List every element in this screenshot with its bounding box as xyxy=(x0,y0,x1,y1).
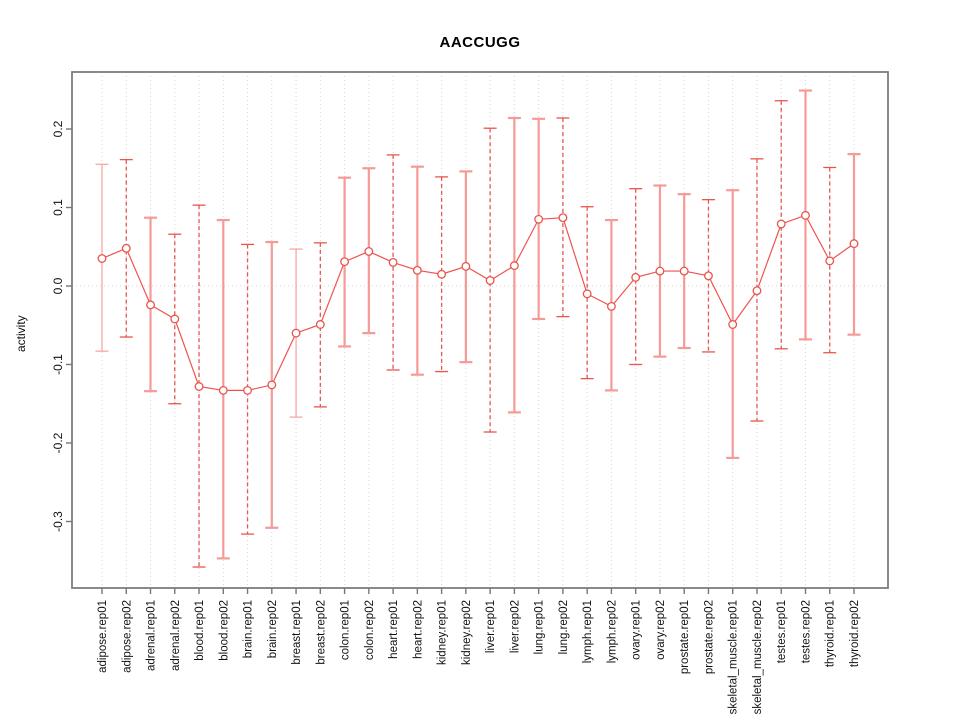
data-point-marker xyxy=(752,286,762,296)
x-tick-label: skeletal_muscle.rep01 xyxy=(728,600,740,714)
x-tick-label: heart.rep02 xyxy=(412,600,424,659)
x-tick-label: prostate.rep02 xyxy=(703,600,715,674)
data-point-marker xyxy=(534,214,544,224)
data-point-marker xyxy=(704,271,713,281)
x-tick-label: lymph.rep02 xyxy=(606,600,618,663)
data-point-marker xyxy=(267,380,277,390)
y-tick-label: -0.1 xyxy=(51,354,65,375)
data-point-marker xyxy=(121,243,131,253)
data-point-marker xyxy=(558,213,568,223)
x-tick-label: heart.rep01 xyxy=(388,600,400,659)
x-tick-label: adipose.rep02 xyxy=(121,600,133,673)
x-tick-label: blood.rep02 xyxy=(218,600,230,661)
data-point-marker xyxy=(412,265,422,275)
x-tick-label: adrenal.rep02 xyxy=(170,600,182,671)
x-tick-label: thyroid.rep01 xyxy=(825,600,837,667)
data-point-marker xyxy=(655,266,665,276)
y-tick-label: 0.2 xyxy=(51,120,65,137)
x-tick-label: brain.rep01 xyxy=(243,600,255,658)
data-point-marker xyxy=(315,320,325,329)
x-tick-label: thyroid.rep02 xyxy=(849,600,861,667)
y-tick-label: 0.1 xyxy=(51,199,65,216)
chart-title: AACCUGG xyxy=(439,34,521,51)
x-tick-label: adipose.rep01 xyxy=(97,600,109,673)
x-tick-label: breast.rep02 xyxy=(315,600,327,665)
data-point-marker xyxy=(606,301,616,311)
x-tick-label: testes.rep02 xyxy=(800,600,812,663)
data-point-marker xyxy=(170,314,180,324)
series-line xyxy=(101,214,855,392)
data-point-marker xyxy=(728,320,738,329)
data-point-marker xyxy=(194,382,204,391)
data-point-marker xyxy=(364,247,374,256)
data-point-marker xyxy=(461,261,471,271)
plot-frame xyxy=(71,71,889,589)
x-tick-label: lymph.rep01 xyxy=(582,600,594,663)
data-point-marker xyxy=(291,328,301,338)
data-point-marker xyxy=(509,261,519,271)
y-tick-label: 0.0 xyxy=(51,277,65,294)
x-tick-label: liver.rep02 xyxy=(509,600,521,653)
data-point-marker xyxy=(388,258,398,267)
x-tick-label: adrenal.rep01 xyxy=(146,600,158,671)
x-tick-label: brain.rep02 xyxy=(267,600,279,658)
x-tick-label: prostate.rep01 xyxy=(679,600,691,674)
y-tick-label: -0.2 xyxy=(51,432,65,453)
data-point-marker xyxy=(485,276,495,285)
data-point-marker xyxy=(801,210,810,220)
x-tick-label: colon.rep01 xyxy=(340,600,352,660)
x-tick-label: kidney.rep02 xyxy=(461,600,473,665)
x-tick-label: blood.rep01 xyxy=(194,600,206,661)
x-tick-label: lung.rep01 xyxy=(534,600,546,654)
x-tick-label: kidney.rep01 xyxy=(437,600,449,665)
data-point-marker xyxy=(631,272,641,282)
x-tick-label: colon.rep02 xyxy=(364,600,376,660)
x-tick-label: testes.rep01 xyxy=(776,600,788,663)
x-tick-label: skeletal_muscle.rep02 xyxy=(752,600,764,714)
data-point-marker xyxy=(437,269,447,279)
x-tick-label: ovary.rep01 xyxy=(631,600,643,660)
data-point-marker xyxy=(243,385,252,395)
data-point-marker xyxy=(97,254,107,263)
data-point-marker xyxy=(146,300,155,310)
data-point-marker xyxy=(340,257,350,267)
y-tick-label: -0.3 xyxy=(51,511,65,532)
data-point-marker xyxy=(218,385,228,395)
data-point-marker xyxy=(849,239,859,249)
data-point-marker xyxy=(776,219,786,229)
x-tick-label: breast.rep01 xyxy=(291,600,303,665)
x-tick-label: lung.rep02 xyxy=(558,600,570,654)
x-tick-label: ovary.rep02 xyxy=(655,600,667,660)
data-point-marker xyxy=(825,256,835,266)
data-point-marker xyxy=(679,266,689,276)
x-tick-label: liver.rep01 xyxy=(485,600,497,653)
data-point-marker xyxy=(582,289,592,299)
